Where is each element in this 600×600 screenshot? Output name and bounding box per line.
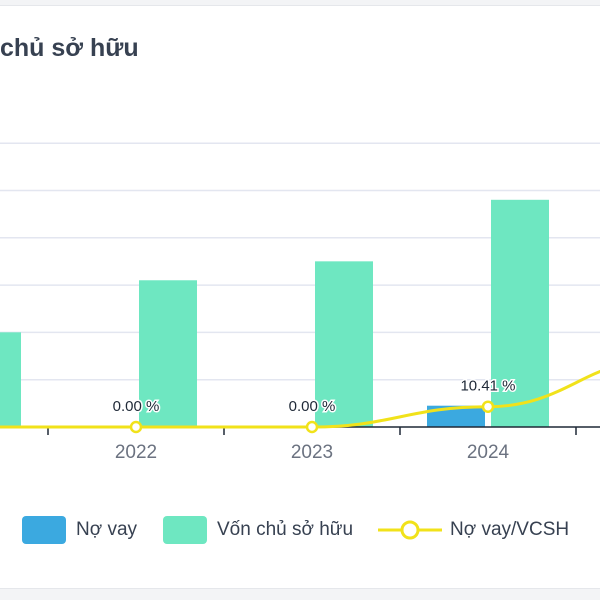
legend-label-debt: Nợ vay bbox=[76, 519, 138, 540]
chart-legend: Nợ vay Vốn chủ sở hữu Nợ vay/VCSH bbox=[0, 508, 600, 552]
equity-bar-2021 bbox=[0, 332, 21, 427]
ratio-point-2024 bbox=[481, 400, 495, 413]
x-tick-label-2024: 2024 bbox=[467, 442, 510, 463]
ratio-point-2022 bbox=[129, 420, 143, 434]
legend-label-ratio: Nợ vay/VCSH bbox=[450, 519, 570, 540]
ratio-point-2023 bbox=[305, 420, 319, 434]
x-tick-label-2023: 2023 bbox=[291, 442, 333, 463]
legend-item-ratio[interactable]: Nợ vay/VCSH bbox=[378, 508, 569, 552]
ratio-data-label-2023: 0.00 % bbox=[289, 398, 336, 415]
legend-item-equity[interactable]: Vốn chủ sở hữu bbox=[163, 508, 353, 552]
legend-item-debt[interactable]: Nợ vay bbox=[22, 508, 137, 552]
debt-swatch-icon bbox=[22, 516, 66, 544]
x-tick-label-2022: 2022 bbox=[115, 442, 157, 463]
equity-swatch-icon bbox=[163, 516, 207, 544]
chart-title: chủ sở hữu bbox=[0, 34, 139, 62]
ratio-data-label-2022: 0.00 % bbox=[113, 398, 160, 415]
equity-bar-2023 bbox=[315, 261, 373, 427]
ratio-data-label-2024: 10.41 % bbox=[460, 378, 515, 395]
ratio-line-marker-icon bbox=[378, 520, 442, 540]
debt-bar-2024 bbox=[427, 405, 485, 427]
legend-label-equity: Vốn chủ sở hữu bbox=[217, 519, 354, 540]
equity-bar-2024 bbox=[491, 199, 549, 427]
equity-bar-2022 bbox=[139, 280, 197, 427]
